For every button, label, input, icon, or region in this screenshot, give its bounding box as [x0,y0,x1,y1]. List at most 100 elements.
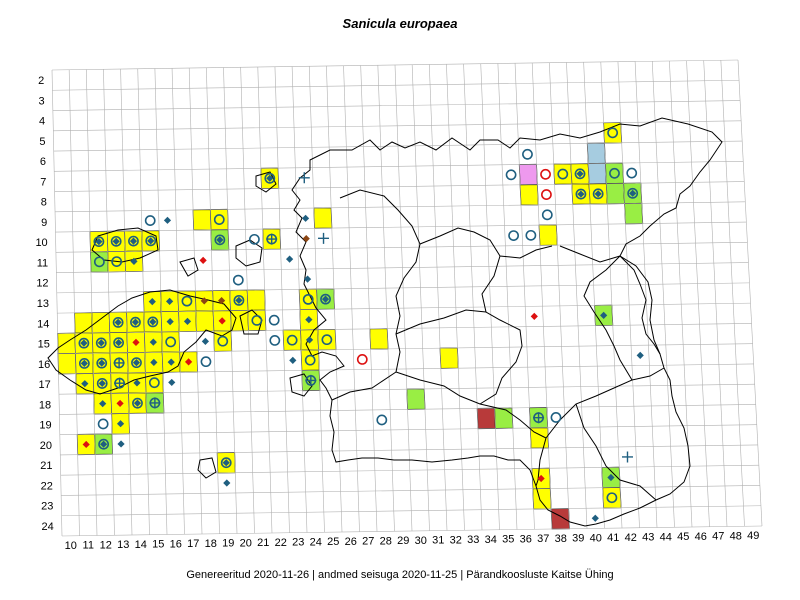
red-diamond-marker [116,399,124,408]
diamond-marker [216,236,224,244]
grid-cell-green [604,162,624,184]
diamond-marker [98,379,106,388]
diamond-marker [149,338,157,346]
grid-line [446,64,465,531]
column-label: 14 [135,539,147,551]
diamond-marker [305,316,313,324]
diamond-marker [115,339,123,347]
diamond-marker [235,296,243,304]
diamond-marker [636,351,644,360]
diamond-marker [222,459,230,467]
column-label: 37 [537,533,549,545]
ring-marker [93,236,105,247]
row-label: 24 [42,521,54,533]
cross-marker [533,412,545,424]
column-label: 24 [310,536,322,548]
column-label: 44 [660,531,672,543]
row-label: 22 [41,480,53,492]
red-diamond-marker [82,440,90,449]
column-label: 13 [117,539,129,551]
grid-line [103,69,115,536]
column-label: 33 [467,534,479,546]
grid-line [583,62,605,529]
diamond-marker [166,318,174,326]
cross-marker [305,374,317,386]
red-diamond-marker [530,312,538,320]
ring-marker [286,334,298,346]
brown-diamond-marker [200,297,208,305]
ring-marker [217,335,229,347]
column-label: 23 [292,537,304,549]
grid-cell-yellow [246,289,266,311]
grid-cell-yellow [282,329,302,351]
column-label: 17 [187,538,199,550]
grid-line [59,404,756,415]
grid-cell-green [624,202,644,225]
map-title: Sanicula europaea [342,16,458,31]
grid-line [326,65,343,533]
grid-line [720,60,745,527]
ring-marker [96,378,108,389]
county-border [535,437,547,487]
diamond-marker [600,311,608,319]
grid-line [57,323,752,334]
ring-marker [233,294,245,306]
cross-marker [298,172,310,184]
grid-line [120,68,133,536]
cross-marker [266,233,278,245]
brown-diamond-marker [217,297,226,305]
island-outline [47,289,237,395]
cross-marker [114,377,126,389]
diamond-marker [607,473,615,482]
ring-marker [550,412,562,423]
island-outline [239,309,263,335]
diamond-marker [301,214,310,222]
column-label: 42 [625,532,637,544]
row-label: 5 [39,136,45,148]
grid-line [58,343,753,354]
row-label: 8 [41,197,47,209]
ring-marker [128,235,139,247]
row-label: 14 [37,318,49,330]
column-label: 10 [65,540,77,552]
ring-marker [541,209,553,221]
diamond-marker [100,440,108,448]
grid-cell-yellow [369,328,389,350]
column-label: 48 [730,530,742,542]
column-label: 39 [572,533,584,545]
diamond-marker [81,380,89,388]
grid-line [54,181,745,192]
diamond-marker [303,275,312,283]
ring-marker [147,316,159,328]
column-label: 41 [607,532,619,544]
diamond-marker [80,339,88,347]
ring-marker [130,316,141,328]
grid-line [360,65,378,532]
grid-cell-yellow [603,122,623,144]
diamond-marker [183,317,192,325]
column-label: 30 [415,535,427,547]
diamond-marker [594,190,602,198]
grid-cell-yellow [91,311,111,334]
grid-line [240,67,255,534]
grid-cell-yellow [192,209,212,231]
column-label: 27 [362,536,374,548]
ring-marker [592,188,604,200]
column-label: 40 [590,532,602,544]
ring-marker [96,357,108,369]
grid-cell-darkred [476,407,496,430]
ring-marker [609,167,620,179]
grid-cell-yellow [57,332,76,355]
ring-marker [165,336,177,348]
column-label: 34 [485,534,497,546]
red-diamond-marker [184,358,193,366]
grid-line [53,120,742,132]
ring-marker [320,293,331,305]
grid-line [291,66,308,533]
grid-cell-yellow [439,347,459,369]
row-label: 9 [41,217,47,229]
ring-marker [626,167,638,179]
ring-marker [575,188,587,200]
ring-marker [112,316,124,328]
